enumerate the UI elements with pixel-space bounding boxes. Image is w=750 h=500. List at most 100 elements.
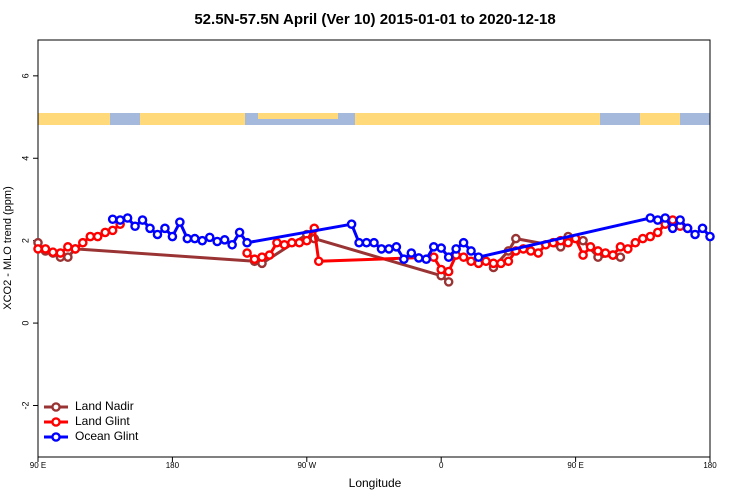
point <box>92 231 103 242</box>
point <box>145 223 155 234</box>
point <box>63 242 73 252</box>
x-tick-label: 90 E <box>567 461 583 470</box>
point <box>615 252 626 262</box>
point <box>227 239 237 250</box>
x-tick-label: 180 <box>703 461 717 470</box>
point <box>481 256 491 267</box>
point <box>78 237 88 248</box>
point <box>503 256 514 267</box>
point <box>272 237 282 248</box>
point <box>652 215 663 225</box>
x-tick-label: 90 E <box>30 461 46 470</box>
point <box>287 237 297 248</box>
point <box>212 236 222 247</box>
point <box>137 215 148 225</box>
point <box>301 235 312 246</box>
point <box>376 244 387 254</box>
legend-label: Ocean Glint <box>75 429 139 443</box>
point <box>70 244 81 254</box>
point <box>48 247 58 258</box>
point <box>526 246 536 256</box>
point <box>264 250 275 260</box>
point <box>63 252 73 262</box>
point <box>160 223 170 234</box>
point <box>630 237 641 248</box>
point <box>249 254 260 265</box>
point <box>122 213 133 223</box>
point <box>563 237 573 248</box>
plot-frame <box>37 39 711 458</box>
point <box>428 242 439 252</box>
point <box>369 237 379 248</box>
series-line <box>36 232 621 284</box>
point <box>294 237 305 248</box>
point <box>428 252 439 262</box>
legend-marker <box>51 402 61 412</box>
point <box>578 235 588 246</box>
land-ocean-strip <box>38 113 710 125</box>
point <box>488 258 499 269</box>
point <box>675 215 685 225</box>
point <box>623 244 633 254</box>
y-tick-label: 2 <box>20 238 30 243</box>
point <box>384 244 394 254</box>
point <box>443 266 454 277</box>
x-axis-label: Longitude <box>349 476 402 490</box>
legend-label: Land Glint <box>75 414 130 428</box>
point <box>660 213 671 223</box>
point <box>175 217 185 227</box>
point <box>436 264 447 275</box>
point <box>242 237 252 248</box>
point <box>219 235 230 245</box>
point <box>189 233 200 244</box>
point <box>443 277 454 287</box>
point <box>638 233 648 244</box>
point <box>40 244 51 254</box>
point <box>257 252 267 262</box>
point <box>100 227 110 238</box>
point <box>354 237 364 248</box>
x-tick-label: 90 W <box>297 461 316 470</box>
point <box>107 225 118 236</box>
point <box>204 232 215 243</box>
point <box>361 237 372 248</box>
point <box>406 248 417 258</box>
point <box>391 242 402 252</box>
point <box>451 244 461 254</box>
point <box>645 213 656 223</box>
point <box>533 248 544 258</box>
point <box>473 252 484 262</box>
point <box>466 246 476 256</box>
point <box>443 252 454 262</box>
point <box>182 233 193 244</box>
legend-marker <box>51 432 61 442</box>
point <box>593 246 603 256</box>
point <box>578 250 588 260</box>
point <box>682 223 693 234</box>
y-tick-label: 6 <box>20 73 30 78</box>
point <box>346 219 357 229</box>
point <box>645 231 656 242</box>
point <box>115 215 125 225</box>
point <box>242 248 252 258</box>
point <box>234 227 245 238</box>
y-tick-label: 4 <box>20 156 30 161</box>
point <box>55 248 66 258</box>
point <box>197 235 208 246</box>
point <box>167 231 178 242</box>
point <box>608 250 618 260</box>
point <box>496 258 506 269</box>
chart-title: 52.5N-57.5N April (Ver 10) 2015-01-01 to… <box>194 11 555 28</box>
point <box>399 254 409 265</box>
point <box>279 239 290 250</box>
x-tick-label: 0 <box>439 461 444 470</box>
point <box>313 256 324 267</box>
point <box>130 221 140 232</box>
point <box>413 253 424 263</box>
point <box>615 242 626 252</box>
point <box>458 237 469 248</box>
point <box>152 229 163 240</box>
point <box>667 223 678 234</box>
point <box>33 244 43 254</box>
point <box>85 231 96 242</box>
